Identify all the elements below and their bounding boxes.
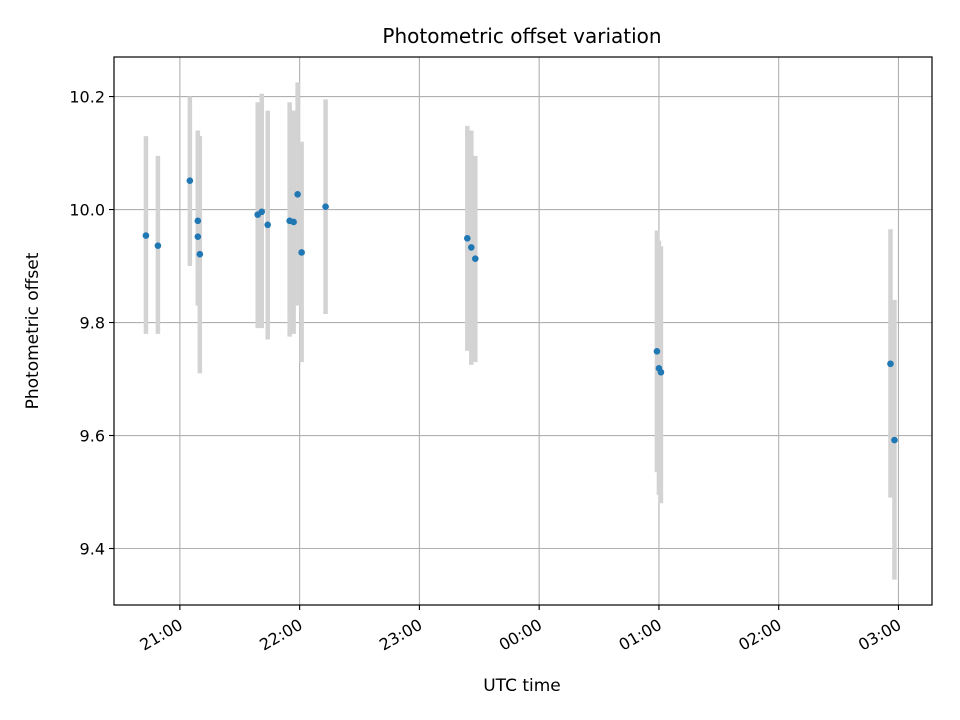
data-point	[290, 218, 297, 226]
x-axis-title: UTC time	[483, 676, 561, 696]
data-point	[891, 436, 898, 444]
y-tick-label: 9.8	[80, 314, 105, 333]
data-point	[464, 235, 471, 242]
data-point	[142, 232, 150, 239]
data-point	[298, 249, 305, 256]
y-axis-title: Photometric offset	[23, 252, 43, 409]
data-point	[294, 190, 301, 198]
data-point	[322, 203, 329, 211]
data-point	[468, 244, 475, 251]
y-tick-label: 10.2	[69, 88, 105, 107]
data-point	[887, 360, 894, 368]
data-point	[471, 255, 479, 262]
data-point	[154, 242, 162, 249]
data-point	[258, 208, 266, 216]
data-point	[264, 221, 271, 229]
data-point	[194, 217, 202, 225]
y-tick-label: 9.4	[80, 540, 105, 559]
data-points	[142, 177, 898, 444]
data-point	[657, 368, 665, 376]
chart-title: Photometric offset variation	[382, 24, 661, 48]
data-point	[653, 348, 661, 355]
data-point	[196, 250, 204, 258]
y-tick-label: 10.0	[69, 201, 105, 220]
y-tick-label: 9.6	[80, 427, 105, 446]
data-point	[194, 233, 202, 240]
plot-area-frame	[113, 56, 933, 606]
data-point	[186, 177, 194, 185]
